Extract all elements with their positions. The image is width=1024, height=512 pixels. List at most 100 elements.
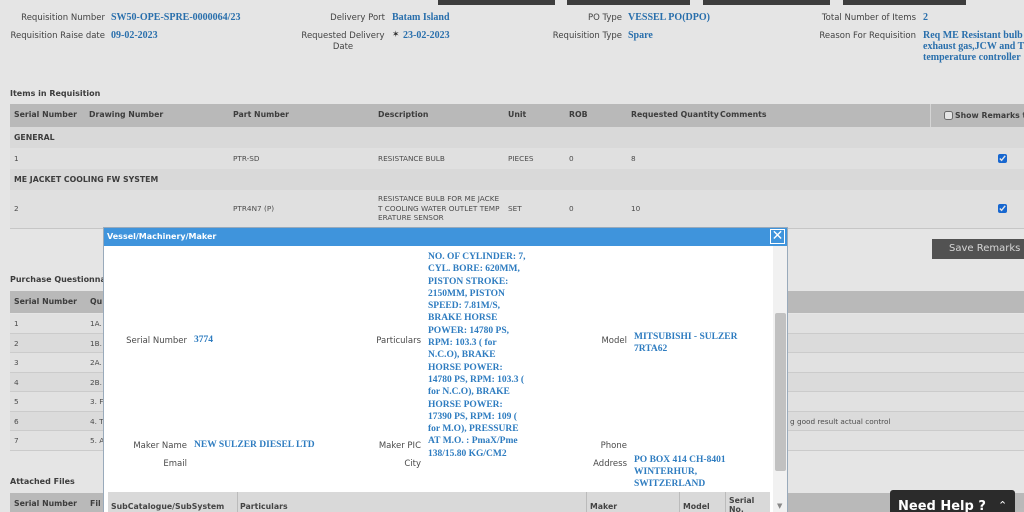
- scrollbar-thumb: [775, 313, 786, 471]
- section-title: Attached Files: [10, 477, 75, 486]
- column-divider: [679, 492, 680, 512]
- checkbox[interactable]: [944, 111, 953, 120]
- field-label: Model: [601, 336, 627, 346]
- cell: SET: [508, 204, 522, 213]
- sub-table-header: [108, 492, 770, 512]
- cell: 0: [569, 204, 574, 213]
- field-value: 3774: [194, 335, 213, 345]
- cell: 0: [569, 153, 574, 163]
- help-button[interactable]: Need Help ? ⌃: [890, 490, 1015, 512]
- column-divider: [725, 492, 726, 512]
- field-label: Requisition Raise date: [10, 31, 106, 41]
- column-header: Show Remarks to: [955, 111, 1024, 120]
- top-tab[interactable]: [843, 0, 966, 5]
- modal-title: Vessel/Machinery/Maker: [107, 232, 217, 241]
- field-label: Requested Delivery Date: [301, 31, 385, 52]
- column-header: Model: [683, 502, 710, 511]
- checkbox[interactable]: [998, 204, 1007, 213]
- cell: 1B.: [90, 338, 102, 348]
- cell: 1: [14, 319, 19, 328]
- field-label: Phone: [600, 441, 627, 451]
- column-header: Part Number: [233, 110, 289, 119]
- top-tab[interactable]: [703, 0, 830, 5]
- column-header: ROB: [569, 110, 588, 119]
- field-value: temperature controller: [923, 52, 1021, 63]
- field-label: PO Type: [587, 13, 622, 23]
- cell: 6: [14, 416, 19, 426]
- column-header: Comments: [720, 110, 767, 119]
- cell: 2A.: [90, 358, 102, 367]
- cell: 2: [14, 204, 19, 213]
- cell: 3: [14, 358, 19, 367]
- cell: PTR4N7 (P): [233, 204, 275, 213]
- column-header: Drawing Number: [89, 110, 164, 119]
- field-value: Spare: [628, 30, 653, 41]
- column-header: Serial No.: [729, 496, 755, 512]
- column-header: Particulars: [240, 502, 288, 511]
- field-value: Batam Island: [392, 12, 450, 23]
- cell: 2: [14, 338, 19, 348]
- cell: PIECES: [508, 153, 534, 163]
- column-header: Unit: [508, 110, 527, 119]
- field-label: Maker Name: [133, 441, 187, 451]
- field-label: Reason For Requisition: [819, 31, 916, 41]
- field-value: 09-02-2023: [111, 30, 158, 41]
- field-value: MITSUBISHI - SULZER 7RTA62: [634, 332, 738, 354]
- cell: 8: [631, 153, 636, 163]
- column-divider: [586, 492, 587, 512]
- top-tab[interactable]: [567, 0, 690, 5]
- field-value: 23-02-2023: [403, 30, 450, 41]
- table-header: [10, 104, 1024, 127]
- field-label: Serial Number: [126, 336, 187, 346]
- column-header: Serial Number: [14, 110, 77, 119]
- checkbox[interactable]: [998, 153, 1007, 163]
- cell: RESISTANCE BULB FOR ME JACKET COOLING WA…: [378, 194, 500, 222]
- field-label: Delivery Port: [330, 13, 385, 23]
- group-name: ME JACKET COOLING FW SYSTEM: [14, 175, 159, 184]
- field-value: NEW SULZER DIESEL LTD: [194, 440, 315, 450]
- field-value: exhaust gas,JCW and T: [923, 41, 1024, 52]
- cell: 2B.: [90, 377, 102, 387]
- field-value: PO BOX 414 CH-8401 WINTERHUR, SWITZERLAN…: [634, 455, 726, 489]
- cell: 3. F: [90, 397, 104, 406]
- top-tab[interactable]: [438, 0, 555, 5]
- modal-title-bar: [104, 228, 787, 246]
- column-header: Fil: [90, 499, 101, 508]
- column-header: Description: [378, 110, 429, 119]
- cell: g good result actual control: [790, 416, 891, 426]
- group-name: GENERAL: [14, 133, 55, 142]
- star-icon: ✶: [392, 30, 400, 40]
- close-button[interactable]: ✕: [770, 228, 785, 244]
- cell: 1: [14, 153, 19, 163]
- field-label: Requisition Number: [21, 13, 105, 23]
- column-divider: [930, 104, 931, 127]
- section-title: Purchase Questionnai: [10, 275, 109, 284]
- column-header: Serial Number: [14, 297, 77, 306]
- cell: 1A.: [90, 319, 102, 328]
- table-row: [10, 190, 1024, 229]
- field-label: City: [404, 459, 421, 469]
- field-value: 2: [923, 12, 928, 23]
- field-label: Email: [163, 459, 187, 469]
- field-label: Maker PIC: [378, 441, 421, 451]
- column-header: Qu: [90, 297, 103, 306]
- section-title: Items in Requisition: [10, 89, 101, 98]
- field-label: Requisition Type: [552, 31, 622, 41]
- cell: PTR-SD: [233, 153, 260, 163]
- column-header: Maker: [590, 502, 618, 511]
- cell: 5: [14, 397, 19, 406]
- cell: 7: [14, 436, 19, 445]
- cell: 4: [14, 377, 19, 387]
- field-value: Req ME Resistant bulb: [923, 30, 1023, 41]
- scroll-down-arrow: ▼: [777, 502, 783, 510]
- save-remarks-button[interactable]: Save Remarks S: [932, 239, 1024, 259]
- column-header: Requested Quantity: [631, 110, 719, 119]
- field-label: Particulars: [376, 336, 421, 346]
- field-label: Total Number of Items: [821, 13, 916, 23]
- column-divider: [237, 492, 238, 512]
- column-header: Serial Number: [14, 499, 77, 508]
- help-label: Need Help ?: [898, 499, 986, 512]
- caret-icon: ⌃: [998, 499, 1008, 512]
- column-header: SubCatalogue/SubSystem: [111, 502, 225, 511]
